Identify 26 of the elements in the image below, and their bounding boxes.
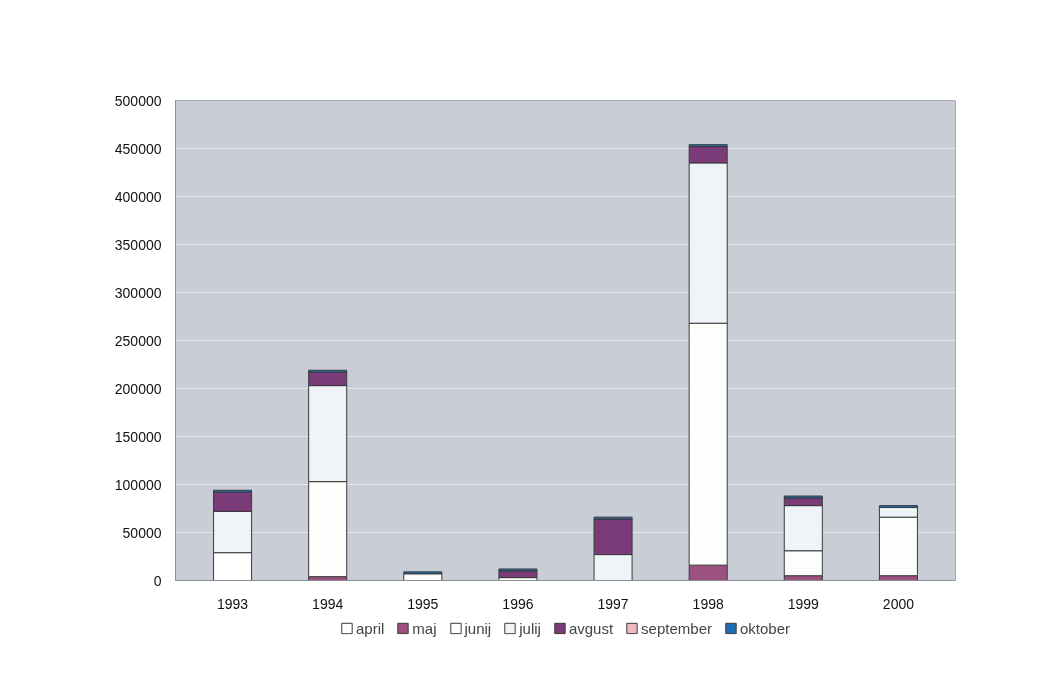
y-tick-label: 500000 (114, 92, 162, 109)
legend-label: julij (519, 619, 541, 637)
x-tick-label: 1994 (312, 595, 344, 612)
legend-label: september (641, 619, 712, 637)
y-tick-label: 250000 (114, 332, 162, 349)
legend-label: avgust (568, 619, 614, 637)
legend-label: april (355, 619, 385, 637)
legend-label: oktober (739, 619, 791, 637)
x-tick-label: 2000 (882, 595, 915, 612)
y-tick-label: 100000 (114, 476, 162, 493)
x-tick-label: 1995 (407, 595, 439, 612)
x-tick-label: 1999 (787, 595, 820, 612)
y-tick-label: 400000 (114, 188, 162, 205)
y-tick-label: 50000 (122, 524, 162, 541)
legend-label: junij (464, 619, 492, 637)
y-tick-label: 200000 (114, 380, 162, 397)
x-tick-label: 1998 (692, 595, 724, 612)
x-tick-label: 1996 (502, 595, 534, 612)
x-tick-label: 1997 (597, 595, 629, 612)
y-tick-label: 150000 (114, 428, 162, 445)
y-tick-label: 350000 (114, 236, 162, 253)
legend-label: maj (412, 619, 437, 637)
x-tick-label: 1993 (217, 595, 249, 612)
y-tick-label: 0 (153, 572, 162, 589)
y-tick-label: 450000 (114, 140, 162, 157)
y-tick-label: 300000 (114, 284, 162, 301)
